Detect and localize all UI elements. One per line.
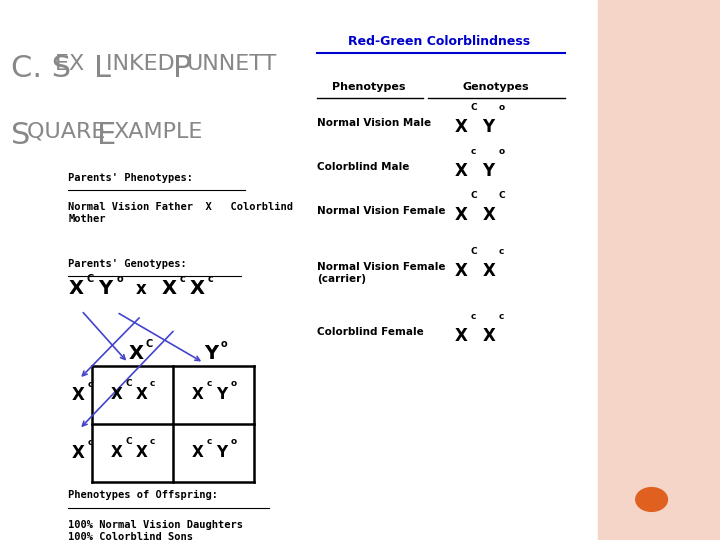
Text: C: C xyxy=(86,274,94,285)
Circle shape xyxy=(636,488,667,511)
Text: X: X xyxy=(135,387,148,402)
Text: X: X xyxy=(482,327,495,345)
Text: o: o xyxy=(498,147,505,156)
Text: Red-Green Colorblindness: Red-Green Colorblindness xyxy=(348,35,530,48)
Text: c: c xyxy=(88,380,93,389)
Text: o: o xyxy=(221,339,228,349)
Text: Normal Vision Female
(carrier): Normal Vision Female (carrier) xyxy=(317,262,445,284)
Text: Normal Vision Female: Normal Vision Female xyxy=(317,206,445,217)
Bar xyxy=(598,0,720,540)
Text: c: c xyxy=(180,274,186,285)
Text: C: C xyxy=(471,191,477,200)
Text: X: X xyxy=(455,262,468,280)
Text: Normal Vision Father  X   Colorblind
Mother: Normal Vision Father X Colorblind Mother xyxy=(68,202,294,224)
Text: X: X xyxy=(162,279,177,298)
Text: C: C xyxy=(498,191,505,200)
Text: c: c xyxy=(207,274,213,285)
Text: X: X xyxy=(192,387,204,402)
Text: X: X xyxy=(455,206,468,224)
Text: E: E xyxy=(97,122,117,151)
Text: L: L xyxy=(94,54,111,83)
Text: Colorblind Male: Colorblind Male xyxy=(317,162,409,172)
Text: X: X xyxy=(482,206,495,224)
Text: X: X xyxy=(189,279,204,298)
Text: P: P xyxy=(173,54,192,83)
Text: C: C xyxy=(145,339,153,349)
Text: Parents' Phenotypes:: Parents' Phenotypes: xyxy=(68,173,194,183)
Text: S: S xyxy=(11,122,30,151)
Text: X: X xyxy=(455,162,468,180)
Text: c: c xyxy=(498,312,503,321)
Text: C: C xyxy=(125,437,132,447)
Text: X: X xyxy=(455,118,468,136)
Text: c: c xyxy=(498,247,503,256)
Text: o: o xyxy=(117,274,123,285)
Text: X: X xyxy=(192,445,204,460)
Text: C. S: C. S xyxy=(11,54,71,83)
Text: X: X xyxy=(72,386,85,403)
Text: Y: Y xyxy=(204,344,218,363)
Text: X: X xyxy=(482,262,495,280)
Text: c: c xyxy=(207,437,212,447)
Text: c: c xyxy=(150,379,156,388)
Text: o: o xyxy=(231,379,237,388)
Text: Phenotypes: Phenotypes xyxy=(332,82,405,92)
Text: x: x xyxy=(135,280,146,298)
Text: X: X xyxy=(128,344,143,363)
Text: X: X xyxy=(68,279,84,298)
Text: Phenotypes of Offspring:: Phenotypes of Offspring: xyxy=(68,490,218,501)
Text: c: c xyxy=(88,438,93,448)
Text: X: X xyxy=(111,445,123,460)
Text: Normal Vision Male: Normal Vision Male xyxy=(317,118,431,128)
Text: X: X xyxy=(455,327,468,345)
Text: QUARE: QUARE xyxy=(27,122,112,141)
Text: X: X xyxy=(111,387,123,402)
Text: c: c xyxy=(207,379,212,388)
Text: Y: Y xyxy=(482,162,495,180)
Text: c: c xyxy=(150,437,156,447)
Text: Y: Y xyxy=(99,279,113,298)
Text: X: X xyxy=(72,444,85,462)
Text: EX: EX xyxy=(55,54,92,74)
Text: C: C xyxy=(471,103,477,112)
Text: Y: Y xyxy=(482,118,495,136)
Text: c: c xyxy=(471,312,476,321)
Text: Parents' Genotypes:: Parents' Genotypes: xyxy=(68,259,187,269)
Text: o: o xyxy=(231,437,237,447)
Text: X: X xyxy=(135,445,148,460)
Text: XAMPLE: XAMPLE xyxy=(113,122,202,141)
Text: C: C xyxy=(125,379,132,388)
Text: Genotypes: Genotypes xyxy=(462,82,528,92)
Text: C: C xyxy=(471,247,477,256)
Text: Colorblind Female: Colorblind Female xyxy=(317,327,423,337)
Text: UNNETT: UNNETT xyxy=(186,54,277,74)
Text: c: c xyxy=(471,147,476,156)
Text: 100% Normal Vision Daughters
100% Colorblind Sons: 100% Normal Vision Daughters 100% Colorb… xyxy=(68,520,243,540)
Text: Y: Y xyxy=(217,445,228,460)
Text: INKED: INKED xyxy=(106,54,181,74)
Text: Y: Y xyxy=(217,387,228,402)
Text: o: o xyxy=(498,103,505,112)
